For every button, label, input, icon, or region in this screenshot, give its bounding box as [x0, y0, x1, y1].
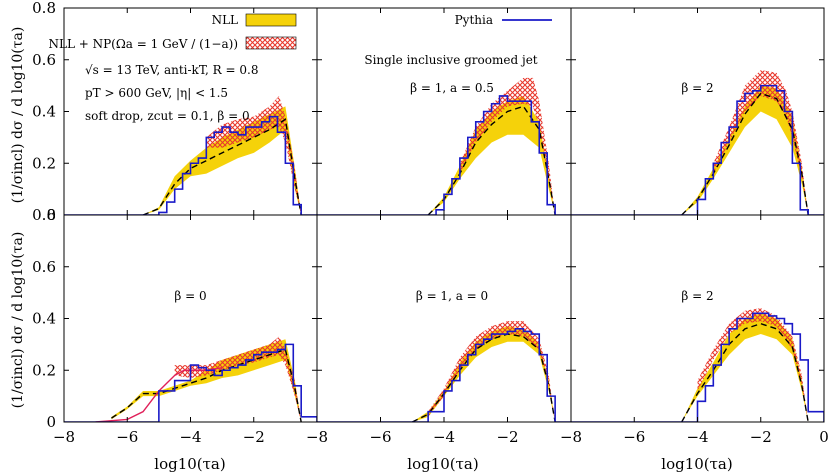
- panel-label: β = 0: [174, 289, 206, 303]
- panels: 00.20.40.60.8β = 1, a = 0.5 β = 200.20.40…: [32, 0, 829, 446]
- x-tick-label: −6: [623, 428, 645, 446]
- x-tick-label: −4: [179, 428, 201, 446]
- pythia-histogram: [64, 343, 317, 422]
- y-tick-label: 0: [46, 413, 56, 431]
- nll-band: [681, 313, 809, 422]
- y-tick-label: 0: [46, 206, 56, 224]
- nll-band: [681, 85, 809, 215]
- panel-label: β = 2: [681, 289, 713, 303]
- pythia-histogram: [317, 328, 571, 422]
- legend-nll-swatch: [245, 13, 297, 27]
- legend-pythia: Pythia: [455, 13, 552, 27]
- pythia-histogram: [571, 312, 824, 422]
- annotation-groomed: Single inclusive groomed jet: [364, 53, 537, 67]
- y-tick-label: 0.8: [32, 206, 56, 224]
- nll-central-curve: [681, 322, 809, 422]
- y-tick-label: 0.6: [32, 51, 56, 69]
- panel-plot-area: [64, 95, 317, 215]
- y-tick-label: 0.4: [32, 103, 56, 121]
- panel-plot-area: [317, 77, 571, 215]
- legend-nll-np-swatch: [245, 36, 297, 50]
- nll-np-band: [459, 77, 556, 215]
- nll-central-curve: [427, 105, 556, 215]
- x-tick-label: −2: [243, 428, 265, 446]
- panel-0: 0 0.2 0.4 0.6 0.8: [32, 0, 318, 224]
- y-axis-label-bottom: (1/σincl) dσ / d log10(τa): [10, 232, 26, 409]
- panel-2: β = 2: [570, 7, 825, 216]
- panel-plot-area: [571, 70, 824, 215]
- annotation-softdrop: soft drop, zcut = 0.1, β = 0: [85, 109, 250, 123]
- panel-frame: [316, 7, 572, 216]
- x-axis-label-col-2: log10(τa): [661, 455, 732, 473]
- legend-pythia-label: Pythia: [455, 13, 493, 27]
- panel-4: −8 −6 −4 −2 β = 1, a = 0: [306, 214, 572, 446]
- x-tick-label: −6: [369, 428, 391, 446]
- panel-plot-area: [64, 336, 317, 422]
- x-tick-label: −8: [560, 428, 582, 446]
- legend-nll-np: NLL + NP(Ωa = 1 GeV / (1−a)): [48, 36, 297, 51]
- panel-label: β = 2: [681, 81, 713, 95]
- y-tick-label: 0.2: [32, 361, 56, 379]
- pythia-histogram: [317, 95, 571, 215]
- nll-np-band: [697, 308, 809, 422]
- nll-central-curve: [681, 92, 809, 215]
- y-tick-label: 0.6: [32, 258, 56, 276]
- x-tick-label: −6: [116, 428, 138, 446]
- x-axis-label-col-1: log10(τa): [407, 455, 478, 473]
- pythia-histogram: [571, 84, 824, 215]
- nll-central-curve: [142, 118, 302, 215]
- annotation-kinematics: pT > 600 GeV, |η| < 1.5: [85, 86, 228, 100]
- panel-label: β = 1, a = 0: [416, 289, 488, 303]
- x-tick-label: −4: [433, 428, 455, 446]
- panel-3: 0 0.2 0.4 0.6 0.8 −8 −6 −4 −2 β = 0: [32, 206, 318, 446]
- x-axis-label-col-0: log10(τa): [154, 455, 225, 473]
- legend-nll-np-label: NLL + NP(Ωa = 1 GeV / (1−a)): [48, 37, 238, 51]
- x-tick-label: −2: [496, 428, 518, 446]
- panel-1: β = 1, a = 0.5: [316, 7, 572, 216]
- nll-band: [428, 95, 556, 215]
- panel-label: β = 1, a = 0.5: [410, 81, 494, 95]
- y-axis-label-top: (1/σincl) dσ / d log10(τa): [10, 27, 26, 204]
- x-tick-label: −8: [53, 428, 75, 446]
- y-tick-label: 0.8: [32, 0, 56, 17]
- annotation-sqrt-s: √s = 13 TeV, anti-kT, R = 0.8: [85, 63, 258, 77]
- x-tick-label: 0: [819, 428, 829, 446]
- y-tick-label: 0.4: [32, 310, 56, 328]
- x-tick-label: −4: [686, 428, 708, 446]
- pythia-histogram: [64, 115, 317, 215]
- legend-nll-label: NLL: [212, 13, 238, 27]
- legend-nll: NLL: [212, 13, 297, 27]
- nll-central-curve: [411, 333, 556, 422]
- panel-5: −8 −6 −4 −2 0 β = 2: [560, 214, 829, 446]
- panel-plot-area: [571, 308, 824, 422]
- x-tick-label: −2: [750, 428, 772, 446]
- panel-plot-area: [317, 321, 571, 422]
- nll-band: [412, 326, 556, 422]
- y-tick-label: 0.2: [32, 154, 56, 172]
- np-central-curve: [95, 366, 223, 422]
- nll-np-band: [428, 321, 556, 422]
- panel-frame: [63, 214, 318, 423]
- x-tick-label: −8: [306, 428, 328, 446]
